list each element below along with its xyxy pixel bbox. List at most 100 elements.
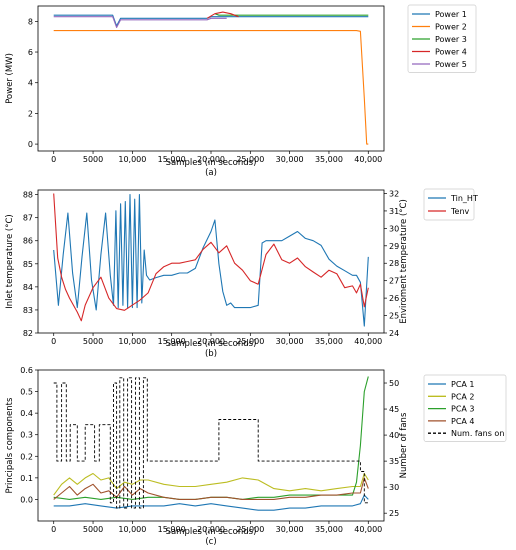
y-tick-label: 2 <box>28 109 33 118</box>
y2-tick-label: 25 <box>389 509 399 518</box>
panel-caption: (c) <box>205 537 216 547</box>
y2-tick-label: 27 <box>389 277 399 286</box>
y2-tick-label: 45 <box>389 405 399 414</box>
x-tick-label: 5000 <box>83 155 103 164</box>
y-tick-label: 83 <box>23 306 33 315</box>
plot-area <box>53 11 369 145</box>
chart-panel-3: 0 5000 10,000 15,000 20,000 25,000 30,000 35,00… <box>5 366 507 547</box>
y-tick-label: 86 <box>23 237 33 246</box>
x-tick-label: 30,000 <box>276 525 304 534</box>
y-tick-label: 8 <box>28 17 33 26</box>
y-tick-label: 0.5 <box>20 388 33 397</box>
y2-axis-label: Number of fans <box>399 412 409 478</box>
series-line-pca-1 <box>53 494 369 511</box>
legend-label: Num. fans on <box>451 429 504 438</box>
x-tick-label: 40,000 <box>354 155 382 164</box>
y2-tick-label: 28 <box>389 259 399 268</box>
y-tick-label: 0.2 <box>20 452 33 461</box>
legend-box <box>407 4 477 73</box>
x-tick-label: 25,000 <box>236 155 264 164</box>
y2-tick-label: 30 <box>389 483 399 492</box>
x-axis-label: Samples (in seconds) <box>166 158 257 168</box>
x-tick-label: 20,000 <box>197 337 225 346</box>
legend: Tin_HT Tenv <box>423 188 478 221</box>
y-tick-label: 0 <box>28 140 33 149</box>
series-line-power-3 <box>214 13 369 16</box>
legend-label: Tenv <box>450 207 470 216</box>
y2-axis-label: Enviroment temperature (°C) <box>399 199 409 324</box>
legend-label: PCA 1 <box>451 380 475 389</box>
series-line-pca-3 <box>53 376 369 500</box>
x-tick-label: 5000 <box>83 337 103 346</box>
plot-area <box>53 193 369 327</box>
y-tick-label: 0.1 <box>20 474 33 483</box>
y-tick-label: 4 <box>28 79 33 88</box>
x-axis-label: Samples (in seconds) <box>166 339 257 349</box>
x-tick-label: 35,000 <box>315 337 343 346</box>
series-line-tin-ht <box>53 194 369 327</box>
y-tick-label: 6 <box>28 48 33 57</box>
y-tick-label: 85 <box>23 260 33 269</box>
legend-label: Power 3 <box>435 35 467 44</box>
x-tick-label: 40,000 <box>354 525 382 534</box>
x-tick-label: 0 <box>51 525 56 534</box>
x-tick-label: 35,000 <box>315 525 343 534</box>
series-line-power-1 <box>53 14 369 27</box>
legend-label: PCA 2 <box>451 392 475 401</box>
legend: Power 1 Power 2 Power 3 Power 4 Power 5 <box>407 4 477 73</box>
legend-label: Tin_HT <box>450 194 478 203</box>
x-tick-label: 0 <box>51 155 56 164</box>
y2-tick-label: 30 <box>389 224 399 233</box>
series-line-num-fans-on <box>53 377 369 509</box>
x-tick-label: 25,000 <box>236 337 264 346</box>
series-line-pca-2 <box>53 472 369 496</box>
y2-tick-label: 50 <box>389 379 399 388</box>
x-tick-label: 5000 <box>83 525 103 534</box>
y-axis-label: Inlet temperature (°C) <box>5 214 15 308</box>
series-line-power-5 <box>53 16 227 29</box>
x-tick-label: 0 <box>51 337 56 346</box>
x-tick-label: 20,000 <box>197 525 225 534</box>
legend-label: Power 5 <box>435 60 467 69</box>
y2-tick-label: 26 <box>389 294 399 303</box>
series-line-power-4 <box>206 11 239 19</box>
y-tick-label: 0.0 <box>20 495 33 504</box>
series-line-tenv <box>53 193 369 322</box>
y-tick-label: 0.6 <box>20 366 33 375</box>
x-tick-label: 10,000 <box>118 525 146 534</box>
x-tick-label: 30,000 <box>276 337 304 346</box>
series-line-pca-4 <box>53 477 369 500</box>
legend: PCA 1 PCA 2 PCA 3 PCA 4 Num. fans on <box>423 374 507 442</box>
y2-tick-label: 24 <box>389 329 399 338</box>
panel-caption: (a) <box>205 168 217 178</box>
legend-label: PCA 3 <box>451 405 475 414</box>
x-tick-label: 15,000 <box>158 525 186 534</box>
x-tick-label: 20,000 <box>197 155 225 164</box>
x-tick-label: 40,000 <box>354 337 382 346</box>
x-tick-label: 15,000 <box>158 155 186 164</box>
y-tick-label: 82 <box>23 329 33 338</box>
y-tick-label: 0.3 <box>20 431 33 440</box>
panel-caption: (b) <box>205 349 217 359</box>
y-axis-label: Power (MW) <box>5 53 15 104</box>
x-tick-label: 25,000 <box>236 525 264 534</box>
plot-frame <box>37 5 385 152</box>
legend-label: Power 4 <box>435 48 467 57</box>
x-axis-label: Samples (in seconds) <box>166 527 257 537</box>
legend-label: Power 2 <box>435 23 467 32</box>
legend-label: Power 1 <box>435 10 467 19</box>
y-axis-label: Principals components <box>5 397 15 493</box>
series-line-power-2 <box>53 30 369 145</box>
y-tick-label: 0.4 <box>20 409 33 418</box>
legend-label: PCA 4 <box>451 417 475 426</box>
y2-tick-label: 31 <box>389 207 399 216</box>
x-tick-label: 15,000 <box>158 337 186 346</box>
chart-panel-2: 0 5000 10,000 15,000 20,000 25,000 30,000 35,00… <box>5 188 478 359</box>
chart-panel-1: 0 5000 10,000 15,000 20,000 25,000 30,000 35,00… <box>5 4 477 178</box>
legend-box <box>423 188 475 221</box>
y2-tick-label: 35 <box>389 457 399 466</box>
y-tick-label: 84 <box>23 283 33 292</box>
y-tick-label: 88 <box>23 191 33 200</box>
x-tick-label: 30,000 <box>276 155 304 164</box>
x-tick-label: 10,000 <box>118 155 146 164</box>
